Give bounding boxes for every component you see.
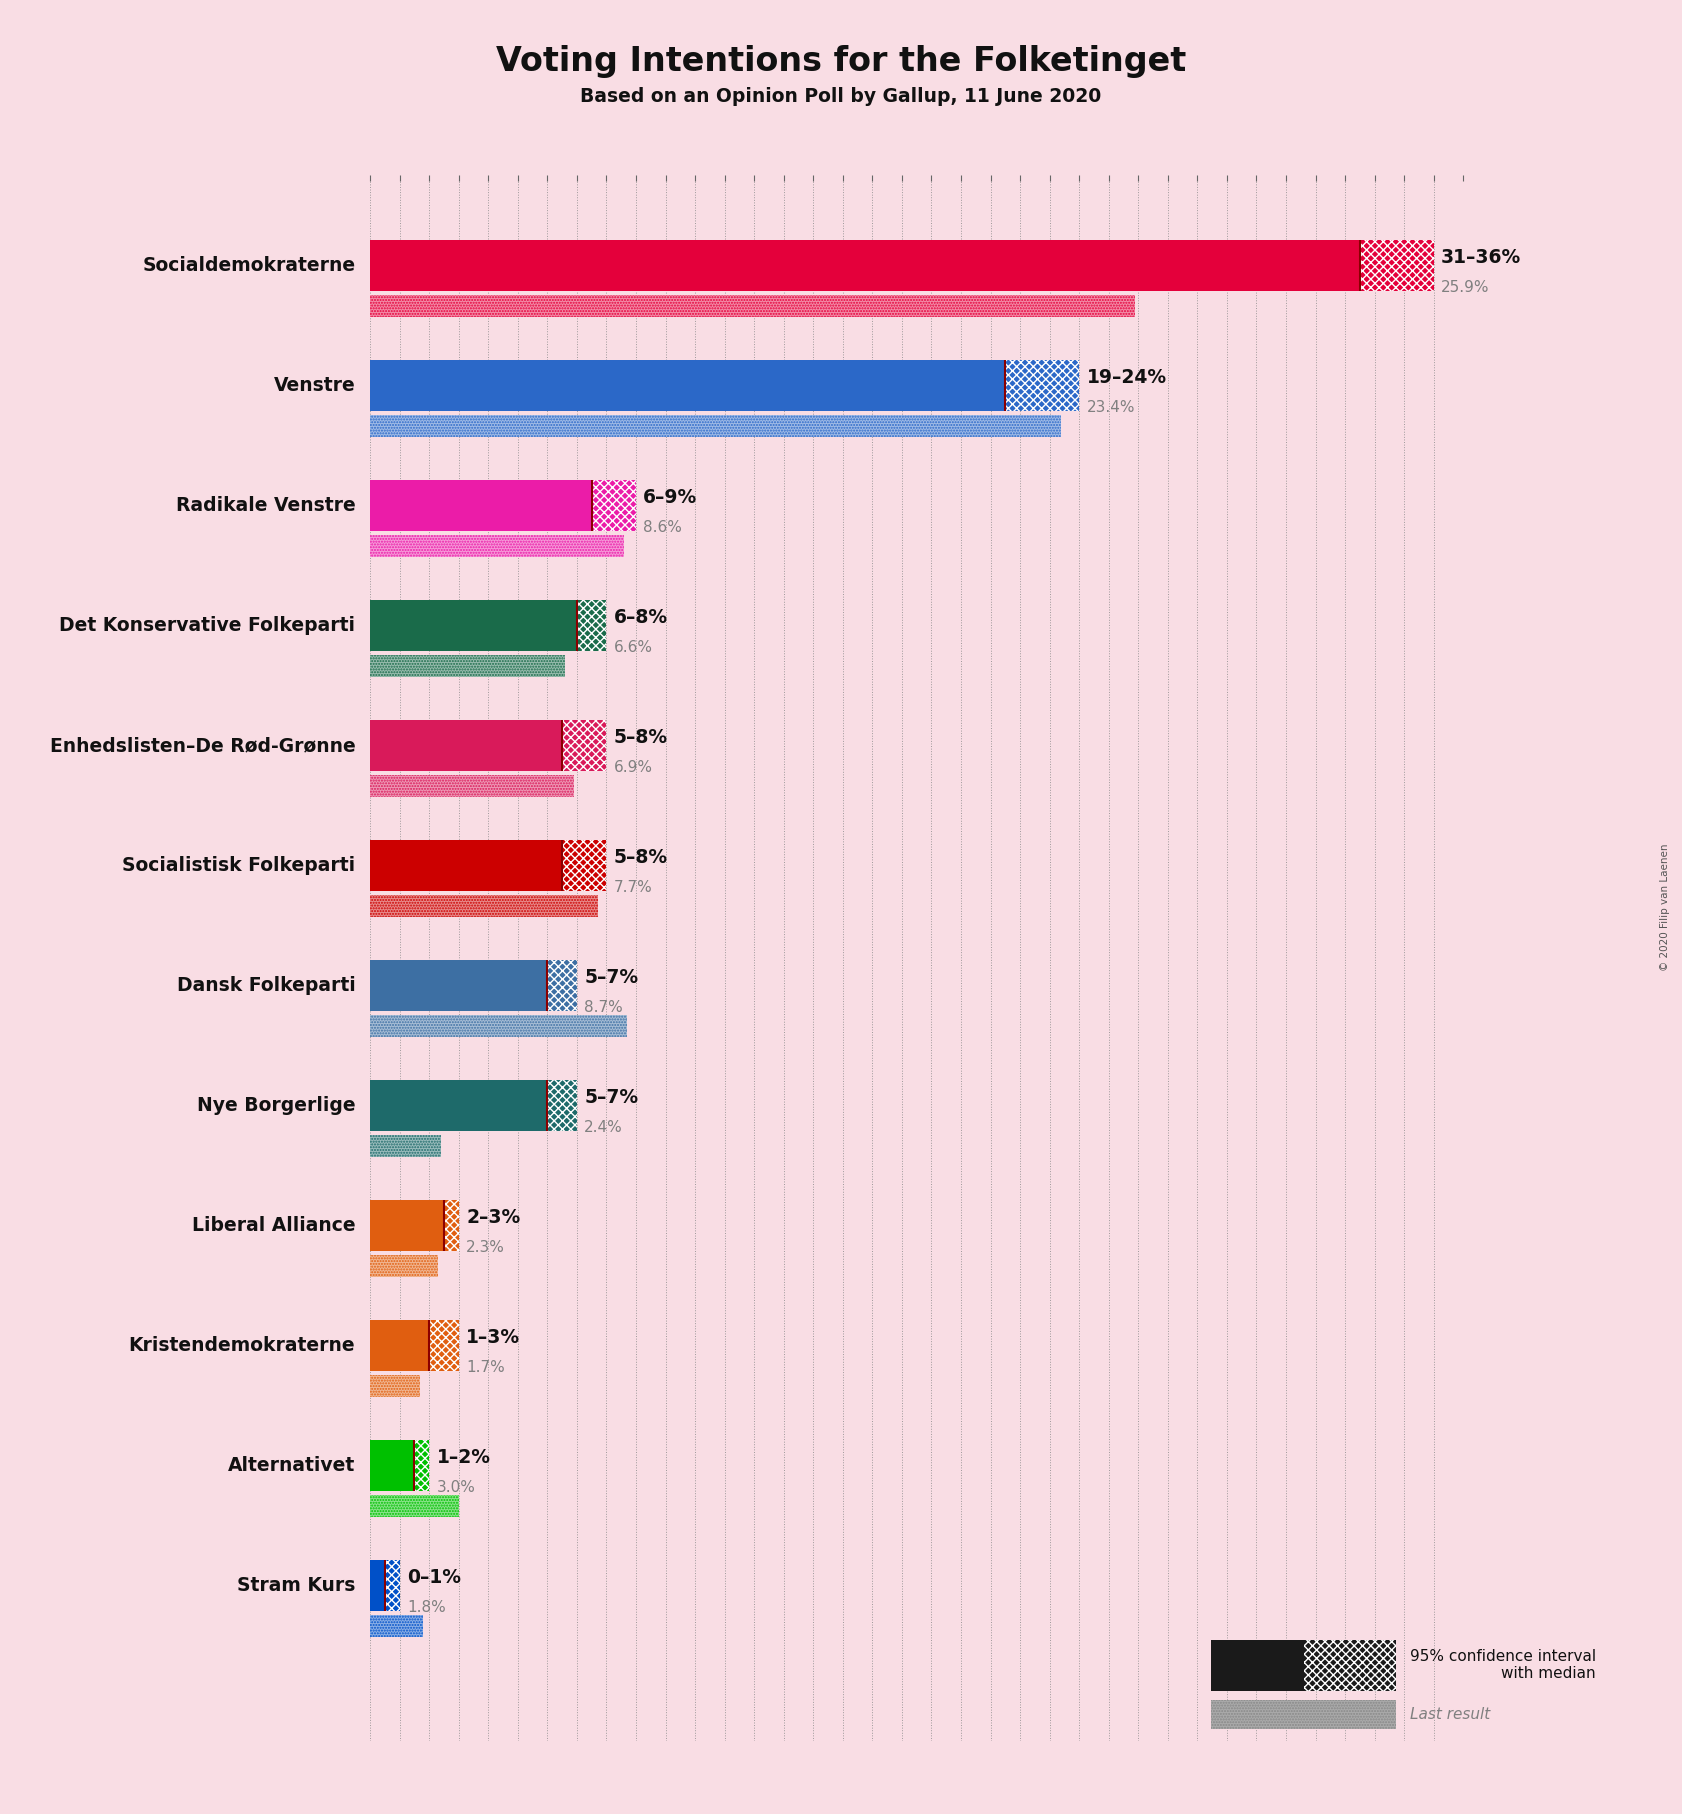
Text: 2–3%: 2–3% [466, 1208, 520, 1226]
Text: 5–8%: 5–8% [614, 727, 668, 747]
Bar [385, 1560, 400, 1611]
Text: 1.8%: 1.8% [407, 1600, 446, 1614]
Bar [370, 840, 562, 891]
Text: 5–8%: 5–8% [614, 847, 668, 867]
Bar [370, 1560, 385, 1611]
Bar [370, 1616, 424, 1636]
Bar [577, 600, 607, 651]
Text: © 2020 Filip van Laenen: © 2020 Filip van Laenen [1660, 844, 1670, 970]
Bar [370, 415, 1061, 437]
Bar [370, 1375, 420, 1397]
Text: 95% confidence interval
with median: 95% confidence interval with median [1410, 1649, 1596, 1682]
Bar [370, 600, 577, 651]
Text: 8.6%: 8.6% [643, 519, 683, 535]
Text: Last result: Last result [1410, 1707, 1490, 1721]
Text: Liberal Alliance: Liberal Alliance [192, 1215, 355, 1235]
Bar [370, 896, 597, 918]
Text: 3.0%: 3.0% [437, 1480, 476, 1495]
Text: 31–36%: 31–36% [1441, 247, 1522, 267]
Bar [370, 655, 565, 677]
Bar [370, 1201, 444, 1250]
Bar [370, 415, 1061, 437]
Text: Venstre: Venstre [274, 375, 355, 395]
Text: Enhedslisten–De Rød-Grønne: Enhedslisten–De Rød-Grønne [49, 736, 355, 755]
Text: Based on an Opinion Poll by Gallup, 11 June 2020: Based on an Opinion Poll by Gallup, 11 J… [580, 87, 1102, 105]
Text: 7.7%: 7.7% [614, 880, 653, 894]
Bar [370, 1255, 437, 1277]
Text: 2.3%: 2.3% [466, 1239, 505, 1255]
Bar [370, 481, 592, 532]
Text: Stram Kurs: Stram Kurs [237, 1576, 355, 1595]
Text: 6.9%: 6.9% [614, 760, 653, 775]
Bar [370, 1136, 441, 1157]
Text: Dansk Folkeparti: Dansk Folkeparti [177, 976, 355, 994]
Bar [592, 481, 636, 532]
Text: 19–24%: 19–24% [1087, 368, 1167, 386]
Bar [370, 896, 597, 918]
Bar [1006, 361, 1080, 410]
Text: Socialistisk Folkeparti: Socialistisk Folkeparti [123, 856, 355, 874]
Bar [370, 296, 1135, 317]
Bar [370, 775, 574, 796]
Bar [1361, 239, 1433, 290]
Bar [444, 1201, 459, 1250]
Bar [370, 720, 562, 771]
Bar [370, 1440, 414, 1491]
Bar [370, 1495, 459, 1517]
Bar [370, 1016, 627, 1038]
Text: Nye Borgerlige: Nye Borgerlige [197, 1096, 355, 1116]
Text: 25.9%: 25.9% [1441, 279, 1490, 294]
Bar [370, 361, 1006, 410]
Bar [414, 1440, 429, 1491]
Bar [370, 1495, 459, 1517]
Bar [562, 840, 607, 891]
Bar [370, 1136, 441, 1157]
Text: 2.4%: 2.4% [584, 1119, 622, 1134]
Bar [370, 296, 1135, 317]
Text: 5–7%: 5–7% [584, 967, 639, 987]
Text: 5–7%: 5–7% [584, 1088, 639, 1107]
Text: Kristendemokraterne: Kristendemokraterne [128, 1335, 355, 1355]
Bar [429, 1321, 459, 1371]
Bar [370, 1321, 429, 1371]
Text: 6–9%: 6–9% [643, 488, 698, 506]
Text: 1–3%: 1–3% [466, 1328, 520, 1346]
Bar [547, 1079, 577, 1130]
Text: 6–8%: 6–8% [614, 608, 668, 626]
Text: 23.4%: 23.4% [1087, 399, 1135, 415]
Text: 1–2%: 1–2% [437, 1448, 491, 1466]
Bar [370, 1616, 424, 1636]
Bar [562, 720, 607, 771]
Bar [370, 1079, 547, 1130]
Text: Socialdemokraterne: Socialdemokraterne [143, 256, 355, 276]
Text: Alternativet: Alternativet [229, 1457, 355, 1475]
Bar [370, 239, 1361, 290]
Bar [370, 960, 547, 1010]
Bar [370, 1375, 420, 1397]
Text: Radikale Venstre: Radikale Venstre [175, 495, 355, 515]
Text: Voting Intentions for the Folketinget: Voting Intentions for the Folketinget [496, 45, 1186, 78]
Text: 1.7%: 1.7% [466, 1359, 505, 1375]
Text: 8.7%: 8.7% [584, 1000, 622, 1014]
Text: 0–1%: 0–1% [407, 1567, 461, 1587]
Text: Det Konservative Folkeparti: Det Konservative Folkeparti [59, 617, 355, 635]
Bar [370, 535, 624, 557]
Text: 6.6%: 6.6% [614, 640, 653, 655]
Bar [370, 775, 574, 796]
Bar [547, 960, 577, 1010]
Bar [370, 535, 624, 557]
Bar [370, 655, 565, 677]
Bar [370, 1016, 627, 1038]
Bar [370, 1255, 437, 1277]
